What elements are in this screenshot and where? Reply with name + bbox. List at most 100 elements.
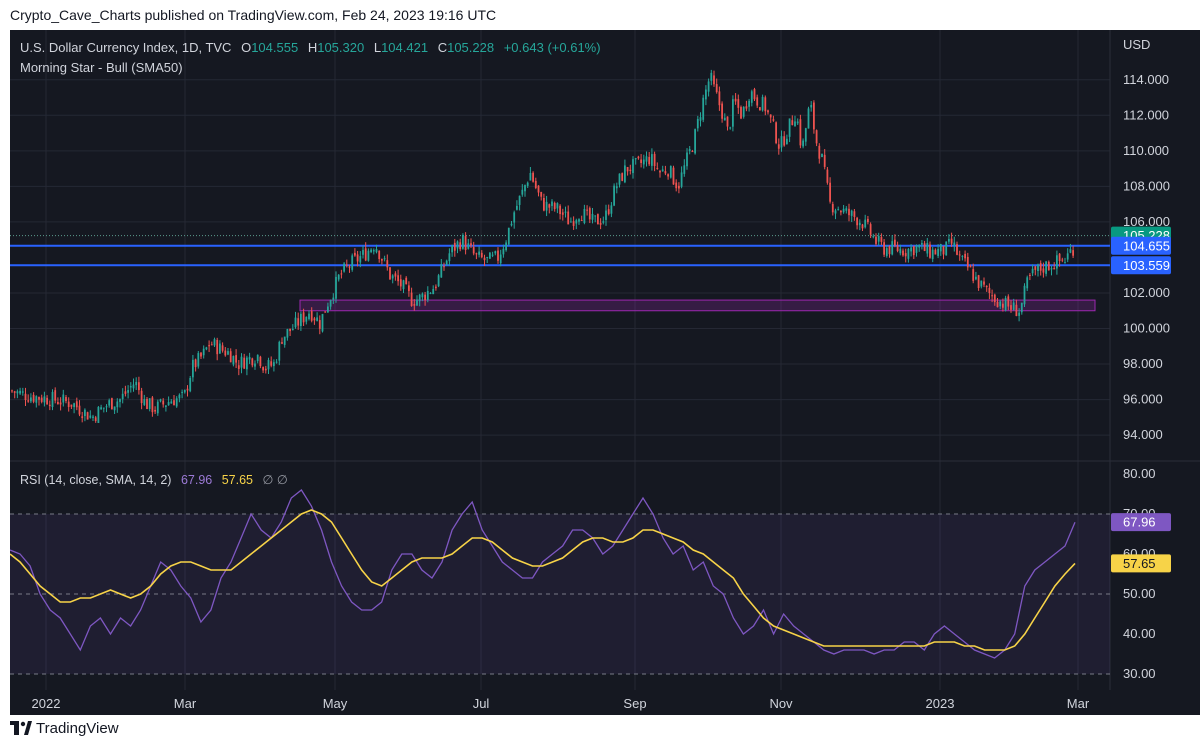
time-axis[interactable]: 2022 Mar May Jul Sep Nov 2023 Mar [32, 696, 1090, 711]
candle-body [675, 182, 678, 189]
candle-body [186, 388, 189, 391]
candle-body [483, 257, 486, 261]
horizontal-lines[interactable] [10, 235, 1110, 267]
chart-canvas[interactable]: U.S. Dollar Currency Index, 1D, TVC O104… [9, 30, 1200, 715]
price-tick-label: 112.000 [1123, 107, 1169, 122]
candle-body [883, 242, 885, 255]
candle-body [167, 402, 170, 406]
candle-body [213, 339, 216, 346]
candle-body [119, 399, 121, 402]
rsi-band-fill [10, 514, 1110, 674]
candle-body [170, 401, 173, 404]
candle-body [575, 220, 578, 224]
l-value: 104.421 [381, 40, 428, 55]
candle-body [872, 236, 875, 238]
candle-body [791, 120, 794, 126]
candle-body [899, 248, 902, 254]
change-value: +0.643 (+0.61%) [504, 40, 601, 55]
candle-body [934, 249, 937, 255]
price-axis[interactable]: 114.000 112.000 110.000 108.000 106.000 102.0… [1123, 72, 1170, 681]
candle-body [486, 257, 489, 259]
candle-body [424, 294, 426, 301]
candle-body [472, 247, 475, 254]
candle-body [794, 121, 796, 127]
candle-body [302, 312, 305, 323]
candle-body [718, 91, 721, 106]
candle-body [418, 294, 421, 302]
candle-body [705, 89, 707, 100]
indicator-legend[interactable]: Morning Star - Bull (SMA50) [20, 60, 183, 75]
candle-body [904, 253, 907, 257]
rsi-tick-label: 80.00 [1123, 466, 1156, 481]
footer-brand: TradingView [36, 720, 119, 737]
candle-body [667, 174, 669, 177]
candle-body [13, 391, 16, 393]
candle-body [359, 256, 362, 263]
candle-body [78, 405, 81, 415]
candle-body [543, 197, 545, 211]
candle-body [65, 397, 67, 402]
candle-body [564, 211, 567, 213]
candle-body [969, 266, 972, 268]
support-tag: 103.559 [1123, 258, 1170, 273]
candle-body [324, 311, 327, 313]
candle-body [75, 401, 78, 408]
price-tick-label: 102.000 [1123, 285, 1170, 300]
candle-body [945, 241, 948, 256]
candle-body [502, 248, 505, 255]
candle-body [516, 205, 518, 210]
legend-row: U.S. Dollar Currency Index, 1D, TVC O104… [20, 40, 601, 55]
h-value: 105.320 [317, 40, 364, 55]
candle-body [178, 394, 181, 399]
candle-body [86, 412, 89, 420]
candle-body [756, 97, 759, 106]
time-tick-label: May [323, 696, 348, 711]
candle-body [243, 357, 246, 369]
candle-body [929, 244, 931, 258]
chart-frame[interactable]: U.S. Dollar Currency Index, 1D, TVC O104… [9, 30, 1200, 715]
candle-body [327, 306, 329, 313]
candle-body [197, 353, 200, 367]
candle-body [777, 144, 780, 149]
candle-body [742, 106, 745, 117]
candle-body [570, 221, 572, 223]
candle-body [173, 400, 175, 406]
candle-body [948, 239, 950, 242]
candle-body [683, 165, 686, 174]
candle-body [715, 84, 718, 93]
candle-body [286, 329, 289, 338]
candle-body [1058, 253, 1061, 262]
rsi-legend-row[interactable]: RSI (14, close, SMA, 14, 2) 67.96 57.65 … [20, 473, 288, 487]
candle-body [443, 266, 445, 268]
candle-body [129, 386, 132, 388]
candle-body [572, 221, 575, 226]
rsi-sma-legend-value: 57.65 [222, 473, 253, 487]
candle-body [799, 119, 802, 146]
candle-body [861, 224, 864, 229]
candle-body [81, 416, 84, 418]
candle-body [219, 343, 221, 354]
candle-body [880, 237, 883, 242]
candle-body [980, 280, 983, 287]
candle-body [680, 172, 683, 187]
publish-line: Crypto_Cave_Charts published on TradingV… [10, 7, 497, 23]
candle-body [559, 205, 561, 215]
candle-body [632, 159, 634, 174]
candle-body [626, 167, 629, 172]
candle-body [1026, 277, 1029, 289]
candle-body [918, 245, 921, 248]
candle-body [102, 407, 105, 409]
demand-zone-rect[interactable] [299, 299, 1096, 312]
candle-body [961, 255, 964, 257]
candle-body [92, 416, 94, 418]
rsi-value-tag: 67.96 [1123, 515, 1156, 530]
candle-body [837, 209, 840, 211]
candle-body [740, 107, 742, 119]
rsi-line [9, 489, 1076, 659]
candle-body [205, 347, 208, 350]
candle-body [624, 165, 626, 183]
candle-body [621, 173, 624, 181]
demand-zone[interactable] [299, 299, 1096, 312]
candle-body [1072, 250, 1074, 256]
candle-body [19, 390, 21, 394]
